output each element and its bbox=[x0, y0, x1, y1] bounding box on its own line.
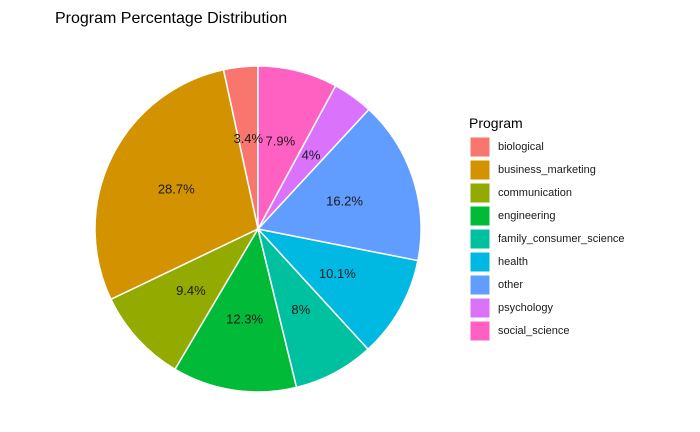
legend-swatch-family-consumer-science bbox=[469, 228, 491, 250]
legend: Program biological business_marketingcomm… bbox=[469, 115, 625, 342]
slice-label-biological: 3.4% bbox=[233, 131, 263, 146]
pie-slice-business-marketing bbox=[94, 68, 259, 301]
slice-label-communication: 9.4% bbox=[176, 283, 206, 298]
legend-label-engineering: engineering bbox=[498, 210, 556, 222]
legend-label-social-science: social_science bbox=[498, 325, 570, 337]
legend-swatch-communication bbox=[469, 182, 491, 204]
pie-slice-engineering bbox=[174, 227, 298, 393]
slice-label-health: 10.1% bbox=[319, 266, 356, 281]
legend-swatch-health bbox=[469, 251, 491, 273]
legend-label-health: health bbox=[498, 256, 528, 268]
legend-swatch-social-science bbox=[469, 320, 491, 342]
slice-label-business-marketing: 28.7% bbox=[158, 181, 195, 196]
legend-swatch-engineering bbox=[469, 205, 491, 227]
legend-label-biological: biological bbox=[498, 141, 544, 153]
legend-swatch-psychology bbox=[469, 297, 491, 319]
legend-label-business-marketing: business_marketing bbox=[498, 164, 596, 176]
pie bbox=[94, 65, 422, 393]
slice-labels: 3.4% 28.7% 9.4% 12.3% 8% 10.1% 16.2% 4% 7.9% bbox=[158, 131, 364, 326]
slice-label-psychology: 4% bbox=[302, 148, 321, 163]
slice-label-family-consumer-science: 8% bbox=[291, 302, 310, 317]
slice-label-other: 16.2% bbox=[326, 193, 363, 208]
pie-slice-health bbox=[255, 227, 419, 351]
legend-swatch-business-marketing bbox=[469, 159, 491, 181]
legend-label-communication: communication bbox=[498, 187, 572, 199]
pie-slice-social-science bbox=[257, 65, 337, 230]
legend-label-family-consumer-science: family_consumer_science bbox=[498, 233, 625, 245]
pie-slice-communication bbox=[109, 227, 260, 371]
slice-label-engineering: 12.3% bbox=[226, 312, 263, 327]
legend-label-psychology: psychology bbox=[498, 302, 554, 314]
slice-label-social-science: 7.9% bbox=[266, 133, 296, 148]
pie-slice-other bbox=[256, 108, 422, 262]
chart-title: Program Percentage Distribution bbox=[55, 10, 287, 27]
legend-title: Program bbox=[469, 115, 523, 131]
legend-swatch-other bbox=[469, 274, 491, 296]
legend-label-other: other bbox=[498, 279, 523, 291]
legend-swatch-biological bbox=[469, 136, 491, 158]
